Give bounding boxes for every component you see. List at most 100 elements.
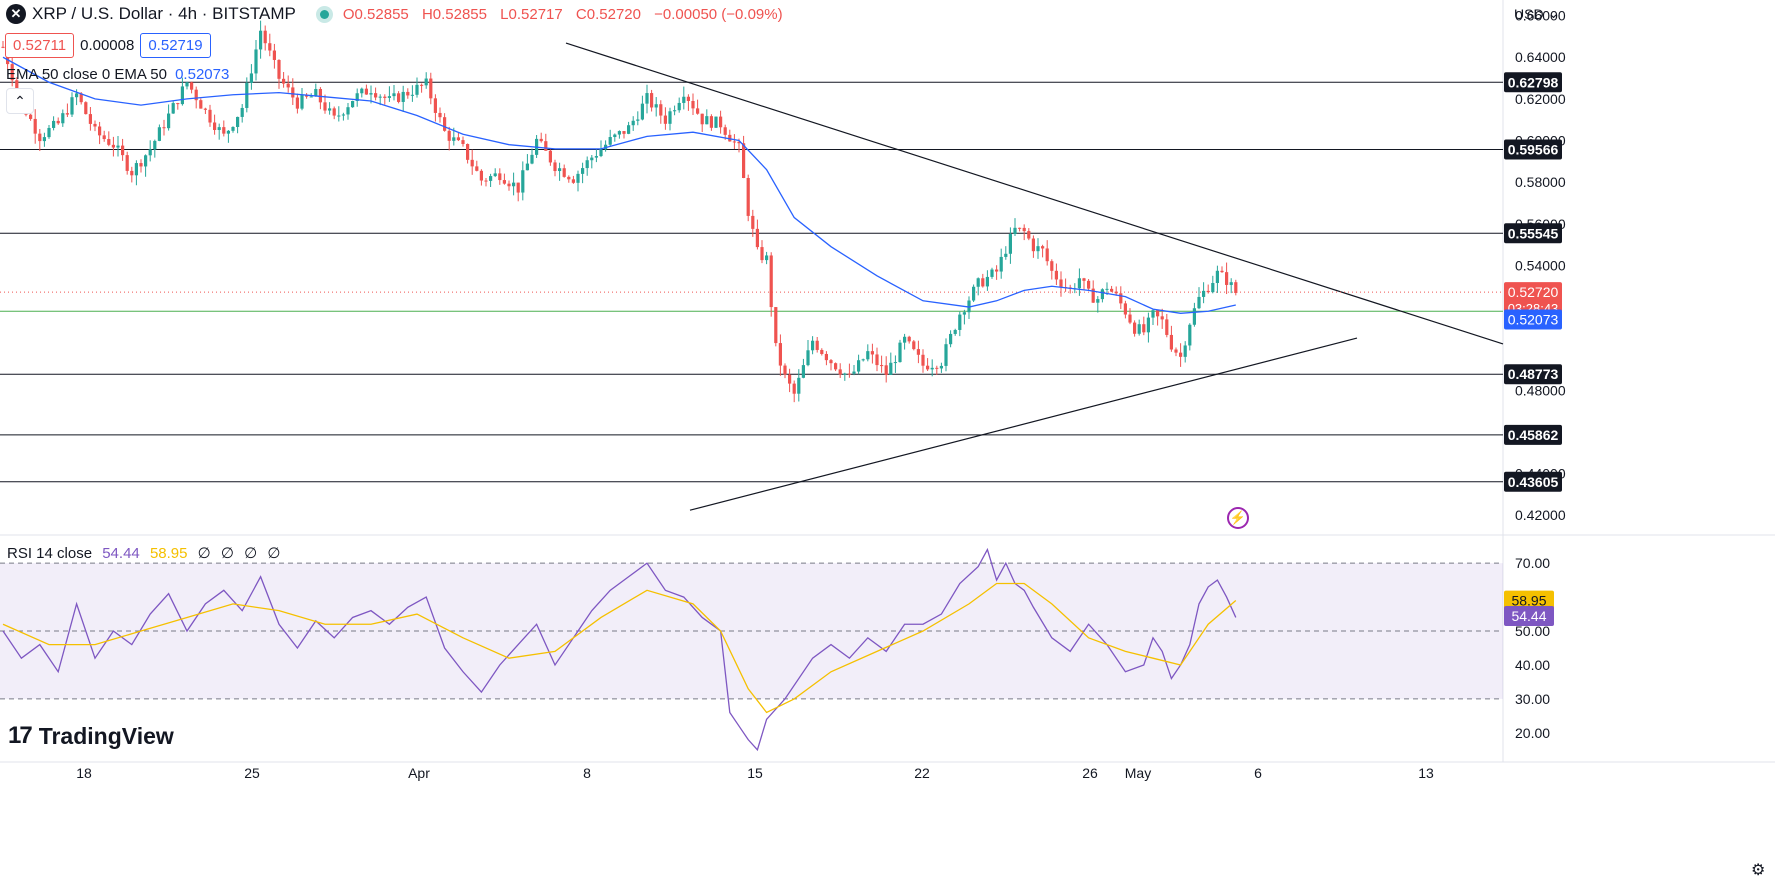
candle-body [245,82,249,108]
candle-body [884,365,888,375]
candle-body [254,49,258,74]
candle-body [420,84,424,86]
candle-body [378,96,382,98]
candle-body [985,276,989,287]
rsi-tick-label: 70.00 [1515,555,1550,571]
candle-body [1018,227,1022,229]
time-tick-label: Apr [408,765,430,781]
tradingview-mark-icon: 17 [8,722,33,749]
candle-body [328,108,332,111]
candle-body [967,300,971,313]
candle-body [1229,282,1233,285]
candle-body [300,94,304,109]
candle-body [286,83,290,88]
candle-body [162,127,166,129]
candle-body [1031,238,1035,252]
candle-body [397,93,401,102]
candle-body [70,97,74,115]
symbol-title[interactable]: XRP / U.S. Dollar · 4h · BITSTAMP [32,4,296,23]
candle-body [516,182,520,193]
level-price-label: 0.48773 [1508,366,1559,382]
candle-body [337,115,341,117]
candle-body [944,344,948,366]
candle-body [466,143,470,160]
candle-body [668,111,672,124]
currency-selector[interactable]: USD ⌄ [1510,3,1563,24]
candle-body [323,102,327,111]
candle-body [199,100,203,109]
candle-body [857,360,861,372]
candle-body [268,43,272,51]
candle-body [171,103,175,114]
price-tick-label: 0.54000 [1515,257,1566,273]
trendline [689,337,1358,511]
candle-body [61,113,65,124]
candle-body [259,30,263,50]
candle-body [10,64,14,81]
ema-50-line [2,56,1236,314]
collapse-legend-button[interactable]: ⌃ [6,88,34,114]
candle-body [608,137,612,145]
candle-body [567,176,571,180]
candle-body [443,117,447,131]
candle-body [650,93,654,108]
candle-body [291,87,295,98]
candle-body [1197,296,1201,309]
candle-body [240,107,244,117]
high-value: H0.52855 [421,5,487,23]
candle-body [663,115,667,124]
candle-body [65,113,69,115]
candle-body [1027,231,1031,239]
candle-body [93,123,97,127]
candle-body [889,362,893,375]
sell-button[interactable]: 0.52711 [5,33,75,58]
candle-body [1077,278,1081,289]
current-price-label: 0.52720 [1508,284,1559,300]
time-tick-label: 22 [914,765,930,781]
tradingview-logo[interactable]: 17 TradingView [8,722,174,750]
rsi-legend[interactable]: RSI 14 close 54.44 58.95 ∅ ∅ ∅ ∅ [4,544,287,562]
candle-body [530,154,534,164]
candle-body [56,120,60,124]
price-tick-label: 0.42000 [1515,507,1566,523]
candle-body [1082,278,1086,281]
candle-body [774,307,778,344]
candle-body [231,126,235,131]
ema-legend[interactable]: EMA 50 close 0 EMA 50 0.52073 [6,66,229,83]
candle-body [1234,282,1238,293]
candle-body [820,349,824,354]
buy-button[interactable]: 0.52719 [140,33,211,58]
rsi-tick-label: 50.00 [1515,623,1550,639]
candle-body [374,93,378,98]
ema-legend-value: 0.52073 [175,66,230,83]
candle-body [226,130,230,134]
spread-value: 0.00008 [80,37,135,54]
level-price-label: 0.55545 [1508,225,1559,241]
candle-body [1169,334,1173,350]
candle-body [144,155,148,167]
gear-icon[interactable]: ⚙ [1751,862,1766,879]
candle-body [907,336,911,342]
candle-body [700,113,704,125]
candle-body [98,126,102,136]
candle-body [355,93,359,101]
lightning-event-icon[interactable]: ⚡ [1227,507,1249,529]
candle-body [728,134,732,142]
candle-body [1192,308,1196,325]
rsi-legend-value: 54.44 [102,545,140,562]
close-value: C0.52720 [575,5,641,23]
candle-body [870,351,874,355]
candle-body [351,100,355,108]
candle-body [1059,279,1063,288]
candle-body [590,157,594,161]
rsi-value-label: 54.44 [1511,608,1546,624]
current-price-tag [1504,282,1562,319]
ema-price-tag [1504,309,1562,330]
candle-body [203,108,207,110]
trendline [565,42,1504,345]
candle-body [558,168,562,172]
candle-body [916,349,920,355]
candle-body [341,114,345,116]
